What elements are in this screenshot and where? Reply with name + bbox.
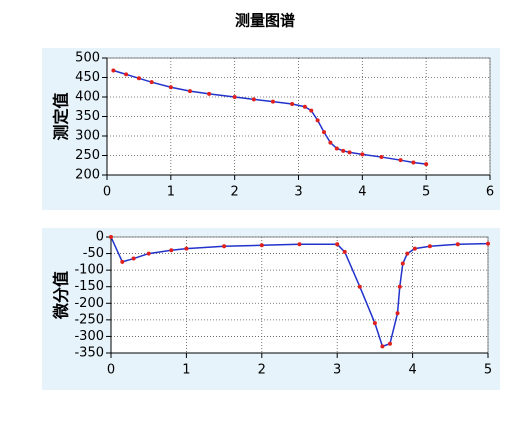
point	[309, 108, 314, 113]
plot-area	[110, 236, 489, 354]
point	[400, 261, 405, 266]
x-tick-label: 1	[182, 363, 190, 378]
point	[486, 241, 490, 246]
x-tick-label: 6	[486, 185, 494, 200]
point	[379, 155, 384, 160]
point	[120, 259, 125, 264]
point	[395, 311, 400, 316]
x-tick-label: 2	[231, 185, 239, 200]
point	[398, 158, 403, 163]
point	[315, 118, 320, 123]
point	[297, 242, 302, 247]
y-tick-label: -150	[74, 279, 104, 294]
x-tick-label: 4	[408, 363, 416, 378]
point	[427, 244, 432, 249]
point	[397, 284, 402, 289]
point	[341, 148, 346, 153]
point	[412, 246, 417, 251]
y-tick-label: -350	[74, 346, 104, 361]
point	[380, 344, 385, 349]
point	[207, 91, 212, 96]
point	[302, 104, 307, 109]
point	[232, 95, 237, 99]
x-tick-label: 3	[294, 185, 302, 200]
point	[111, 68, 116, 73]
point	[342, 249, 347, 254]
point	[387, 341, 392, 346]
point	[411, 160, 416, 165]
point	[146, 251, 151, 256]
y-tick-label: 450	[75, 70, 100, 85]
point	[372, 321, 377, 326]
y-tick-label: -200	[74, 296, 104, 311]
x-tick-label: 5	[484, 363, 492, 378]
line	[113, 69, 427, 165]
y-axis-label: 微分值	[52, 271, 71, 320]
point	[169, 248, 174, 253]
y-tick-label: -100	[74, 263, 104, 278]
point	[424, 162, 429, 167]
y-tick-label: -300	[74, 329, 104, 344]
y-tick-label: 400	[75, 90, 100, 105]
point	[109, 235, 113, 239]
point	[328, 140, 333, 145]
point	[347, 150, 352, 155]
point	[259, 243, 264, 248]
x-tick-label: 2	[258, 363, 266, 378]
y-tick-label: -50	[83, 246, 104, 261]
point	[131, 256, 136, 261]
y-axis-label: 测定值	[52, 92, 71, 140]
y-tick-label: 200	[75, 168, 100, 183]
page-title: 测量图谱	[235, 12, 295, 30]
point	[270, 99, 275, 104]
point	[455, 242, 460, 247]
point	[360, 152, 365, 157]
x-tick-label: 1	[167, 185, 175, 200]
point	[357, 284, 362, 289]
y-tick-label: 500	[75, 51, 100, 66]
y-tick-label: 300	[75, 129, 100, 144]
y-tick-label: 350	[75, 109, 100, 124]
point	[149, 80, 154, 85]
point	[322, 130, 327, 135]
x-tick-label: 5	[422, 185, 430, 200]
point	[290, 102, 295, 107]
point	[184, 246, 189, 251]
x-tick-label: 0	[107, 363, 115, 378]
x-tick-label: 0	[103, 185, 111, 200]
x-tick-label: 3	[333, 363, 341, 378]
point	[136, 76, 141, 81]
point	[168, 85, 173, 90]
point	[187, 89, 192, 94]
point	[405, 251, 410, 256]
y-tick-label: -250	[74, 312, 104, 327]
y-tick-label: 0	[96, 230, 104, 245]
point	[335, 242, 340, 247]
point	[124, 72, 129, 77]
point	[334, 146, 339, 151]
x-tick-label: 4	[358, 185, 366, 200]
point	[222, 244, 227, 249]
point	[251, 97, 256, 102]
y-tick-label: 250	[75, 148, 100, 163]
